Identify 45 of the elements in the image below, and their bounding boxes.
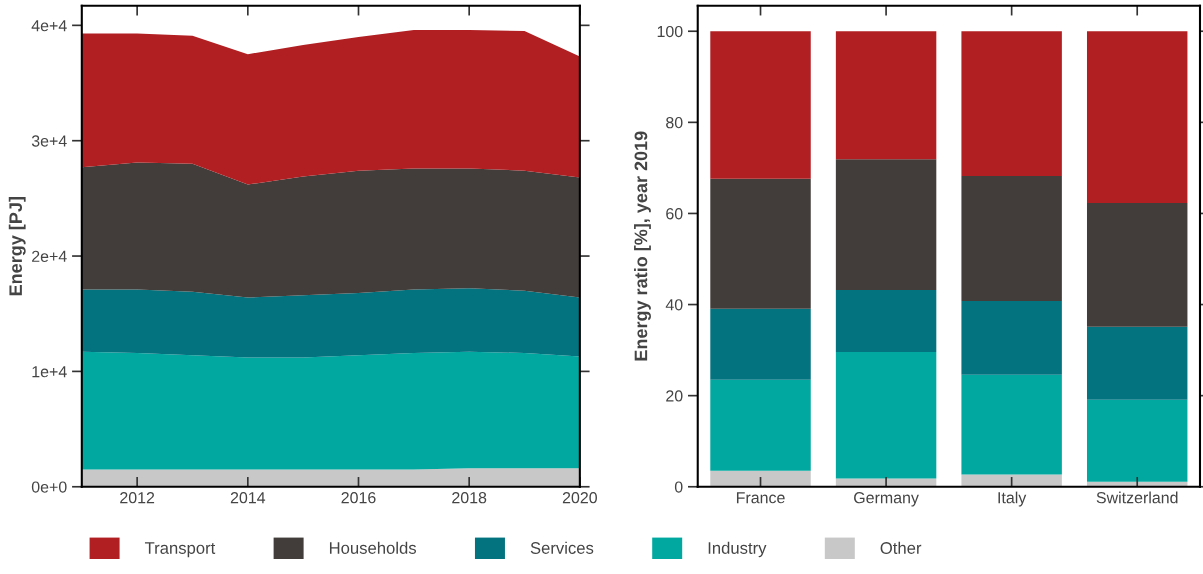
bar (835, 31, 937, 160)
bar (835, 289, 937, 352)
x-tick-label: 2016 (341, 492, 376, 504)
y-tick-label: 2e+4 (32, 250, 67, 262)
bar (835, 159, 937, 290)
x-tick-label: 2014 (230, 492, 266, 504)
x-tick-label: 2012 (120, 492, 155, 504)
y-tick-label: 1e+4 (32, 366, 67, 378)
y-tick-label: 80 (666, 116, 683, 129)
x-tick-label: Switzerland (1096, 491, 1178, 504)
bar (710, 470, 811, 487)
y-axis-title: Energy [PJ] (8, 197, 26, 296)
y-axis-title: Energy ratio [%], year 2019 (634, 131, 651, 361)
y-tick-label: 0 (674, 481, 683, 493)
legend-label: Households (329, 541, 417, 554)
x-tick-label: 2020 (562, 492, 597, 504)
legend-label: Industry (708, 541, 767, 558)
y-tick-label: 100 (657, 25, 683, 38)
bar (710, 379, 811, 471)
y-tick-label: 3e+4 (31, 135, 67, 147)
bar (1086, 326, 1188, 400)
legend-label: Other (880, 541, 922, 554)
bar (710, 31, 811, 179)
y-tick-label: 60 (666, 208, 683, 220)
bar (710, 308, 811, 380)
y-tick-label: 40 (665, 299, 683, 311)
legend-label: Services (530, 541, 594, 554)
legend-label: Transport (144, 542, 216, 558)
bar (961, 374, 1062, 475)
bar (1086, 31, 1188, 203)
bar (1086, 399, 1188, 482)
x-tick-label: Germany (854, 492, 919, 507)
bar (961, 300, 1062, 375)
x-tick-label: France (736, 492, 785, 504)
bar (835, 351, 937, 479)
bar (1086, 202, 1188, 327)
y-tick-label: 20 (666, 390, 683, 402)
x-tick-label: 2018 (452, 492, 487, 504)
y-tick-label: 0e+0 (31, 481, 67, 493)
y-tick-label: 4e+4 (31, 20, 67, 32)
bar (961, 31, 1062, 177)
bar (710, 178, 811, 309)
bar (961, 176, 1062, 301)
bar (961, 474, 1062, 487)
x-tick-label: Italy (998, 491, 1027, 507)
